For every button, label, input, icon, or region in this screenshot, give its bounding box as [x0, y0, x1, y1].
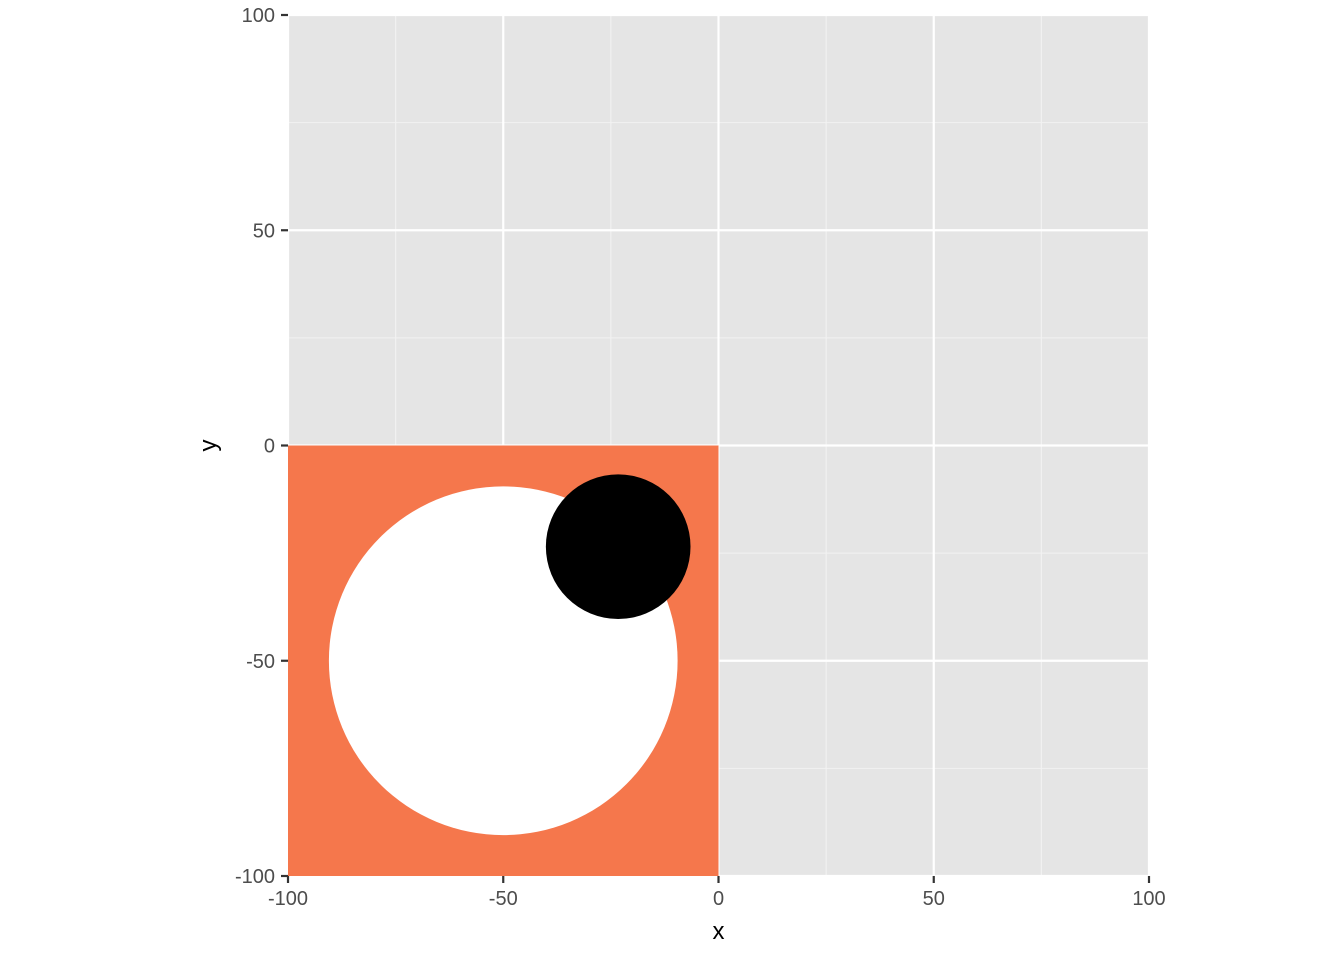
y-axis-title: y — [195, 440, 222, 452]
black-circle — [545, 474, 691, 619]
x-tick-label: -100 — [268, 888, 308, 910]
y-tick-label: -100 — [235, 866, 275, 888]
y-tick-label: 0 — [264, 436, 275, 458]
x-tick-label: 0 — [713, 888, 724, 910]
x-axis-title: x — [713, 918, 725, 945]
x-tick-label: 100 — [1132, 888, 1165, 910]
y-tick-label: -50 — [246, 651, 275, 673]
y-tick-label: 50 — [253, 220, 275, 242]
y-tick-label: 100 — [242, 5, 275, 27]
y-tick-labels: -100 -50 0 50 100 — [235, 5, 275, 888]
x-tick-labels: -100 -50 0 50 100 — [268, 888, 1166, 910]
x-tick-label: -50 — [489, 888, 518, 910]
axis-ticks — [281, 13, 1151, 883]
x-tick-label: 50 — [923, 888, 945, 910]
plot-marks — [288, 445, 719, 876]
